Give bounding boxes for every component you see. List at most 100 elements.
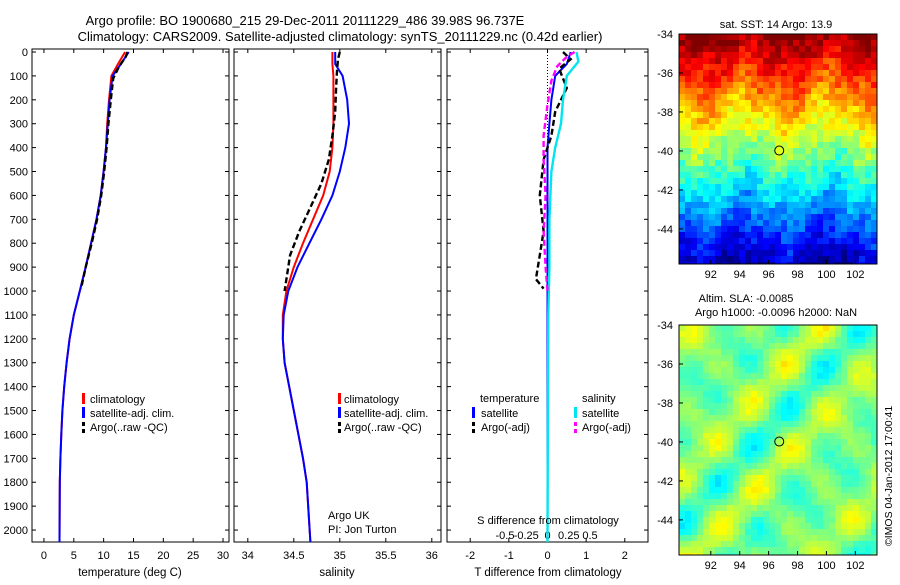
sst-map-lon-ticks: 92 94 96 98 100 102: [705, 260, 865, 281]
heatmap-cell: [811, 118, 817, 124]
heatmap-cell: [685, 118, 691, 124]
heatmap-cell: [775, 433, 781, 439]
heatmap-cell: [715, 34, 721, 40]
heatmap-cell: [679, 64, 685, 70]
heatmap-cell: [727, 238, 733, 244]
heatmap-cell: [793, 82, 799, 88]
heatmap-cell: [685, 439, 691, 445]
heatmap-cell: [859, 142, 865, 148]
heatmap-cell: [703, 202, 709, 208]
heatmap-cell: [805, 232, 811, 238]
heatmap-cell: [871, 451, 877, 457]
heatmap-cell: [799, 373, 805, 379]
heatmap-cell: [829, 481, 835, 487]
heatmap-cell: [793, 385, 799, 391]
heatmap-cell: [715, 262, 721, 264]
heatmap-cell: [871, 100, 877, 106]
heatmap-cell: [871, 391, 877, 397]
heatmap-cell: [769, 34, 775, 40]
heatmap-cell: [757, 523, 763, 529]
heatmap-cell: [811, 184, 817, 190]
heatmap-cell: [739, 523, 745, 529]
heatmap-cell: [679, 232, 685, 238]
heatmap-cell: [685, 136, 691, 142]
heatmap-cell: [751, 226, 757, 232]
heatmap-cell: [799, 76, 805, 82]
heatmap-cell: [841, 142, 847, 148]
heatmap-cell: [733, 427, 739, 433]
heatmap-cell: [727, 469, 733, 475]
heatmap-cell: [691, 427, 697, 433]
heatmap-cell: [727, 427, 733, 433]
heatmap-cell: [865, 106, 871, 112]
heatmap-cell: [871, 475, 877, 481]
heatmap-cell: [721, 331, 727, 337]
heatmap-cell: [709, 232, 715, 238]
heatmap-cell: [793, 148, 799, 154]
heatmap-cell: [769, 226, 775, 232]
heatmap-cell: [715, 349, 721, 355]
heatmap-cell: [733, 403, 739, 409]
heatmap-cell: [775, 94, 781, 100]
heatmap-cell: [703, 385, 709, 391]
heatmap-cell: [721, 244, 727, 250]
heatmap-cell: [853, 34, 859, 40]
heatmap-cell: [721, 523, 727, 529]
heatmap-cell: [721, 94, 727, 100]
heatmap-cell: [679, 82, 685, 88]
heatmap-cell: [841, 40, 847, 46]
heatmap-cell: [685, 325, 691, 331]
heatmap-cell: [745, 94, 751, 100]
heatmap-cell: [775, 457, 781, 463]
heatmap-cell: [811, 154, 817, 160]
heatmap-cell: [763, 76, 769, 82]
heatmap-cell: [805, 517, 811, 523]
heatmap-cell: [841, 439, 847, 445]
heatmap-cell: [859, 52, 865, 58]
heatmap-cell: [703, 112, 709, 118]
heatmap-cell: [733, 439, 739, 445]
heatmap-cell: [829, 409, 835, 415]
legend-swatch-climatology: [338, 393, 341, 404]
heatmap-cell: [769, 355, 775, 361]
heatmap-cell: [685, 76, 691, 82]
heatmap-cell: [733, 517, 739, 523]
heatmap-cell: [745, 136, 751, 142]
x-tick-label: 5: [71, 550, 77, 562]
heatmap-cell: [703, 445, 709, 451]
heatmap-cell: [715, 124, 721, 130]
heatmap-cell: [697, 355, 703, 361]
heatmap-cell: [841, 361, 847, 367]
heatmap-cell: [817, 499, 823, 505]
heatmap-cell: [769, 166, 775, 172]
heatmap-cell: [727, 88, 733, 94]
heatmap-cell: [703, 76, 709, 82]
heatmap-cell: [697, 421, 703, 427]
heatmap-cell: [841, 325, 847, 331]
heatmap-cell: [781, 385, 787, 391]
heatmap-cell: [697, 415, 703, 421]
heatmap-cell: [685, 415, 691, 421]
heatmap-cell: [865, 517, 871, 523]
heatmap-cell: [691, 202, 697, 208]
heatmap-cell: [715, 136, 721, 142]
heatmap-cell: [865, 214, 871, 220]
heatmap-cell: [751, 130, 757, 136]
heatmap-cell: [697, 433, 703, 439]
heatmap-cell: [799, 517, 805, 523]
heatmap-cell: [811, 505, 817, 511]
heatmap-cell: [745, 391, 751, 397]
x-tick-label: 15: [127, 550, 139, 562]
heatmap-cell: [715, 367, 721, 373]
depth-tick-label: 1700: [4, 453, 28, 465]
heatmap-cell: [817, 172, 823, 178]
heatmap-cell: [835, 403, 841, 409]
heatmap-cell: [775, 106, 781, 112]
heatmap-cell: [697, 391, 703, 397]
heatmap-cell: [787, 118, 793, 124]
heatmap-cell: [829, 124, 835, 130]
heatmap-cell: [841, 517, 847, 523]
heatmap-cell: [799, 190, 805, 196]
heatmap-cell: [703, 94, 709, 100]
heatmap-cell: [739, 349, 745, 355]
